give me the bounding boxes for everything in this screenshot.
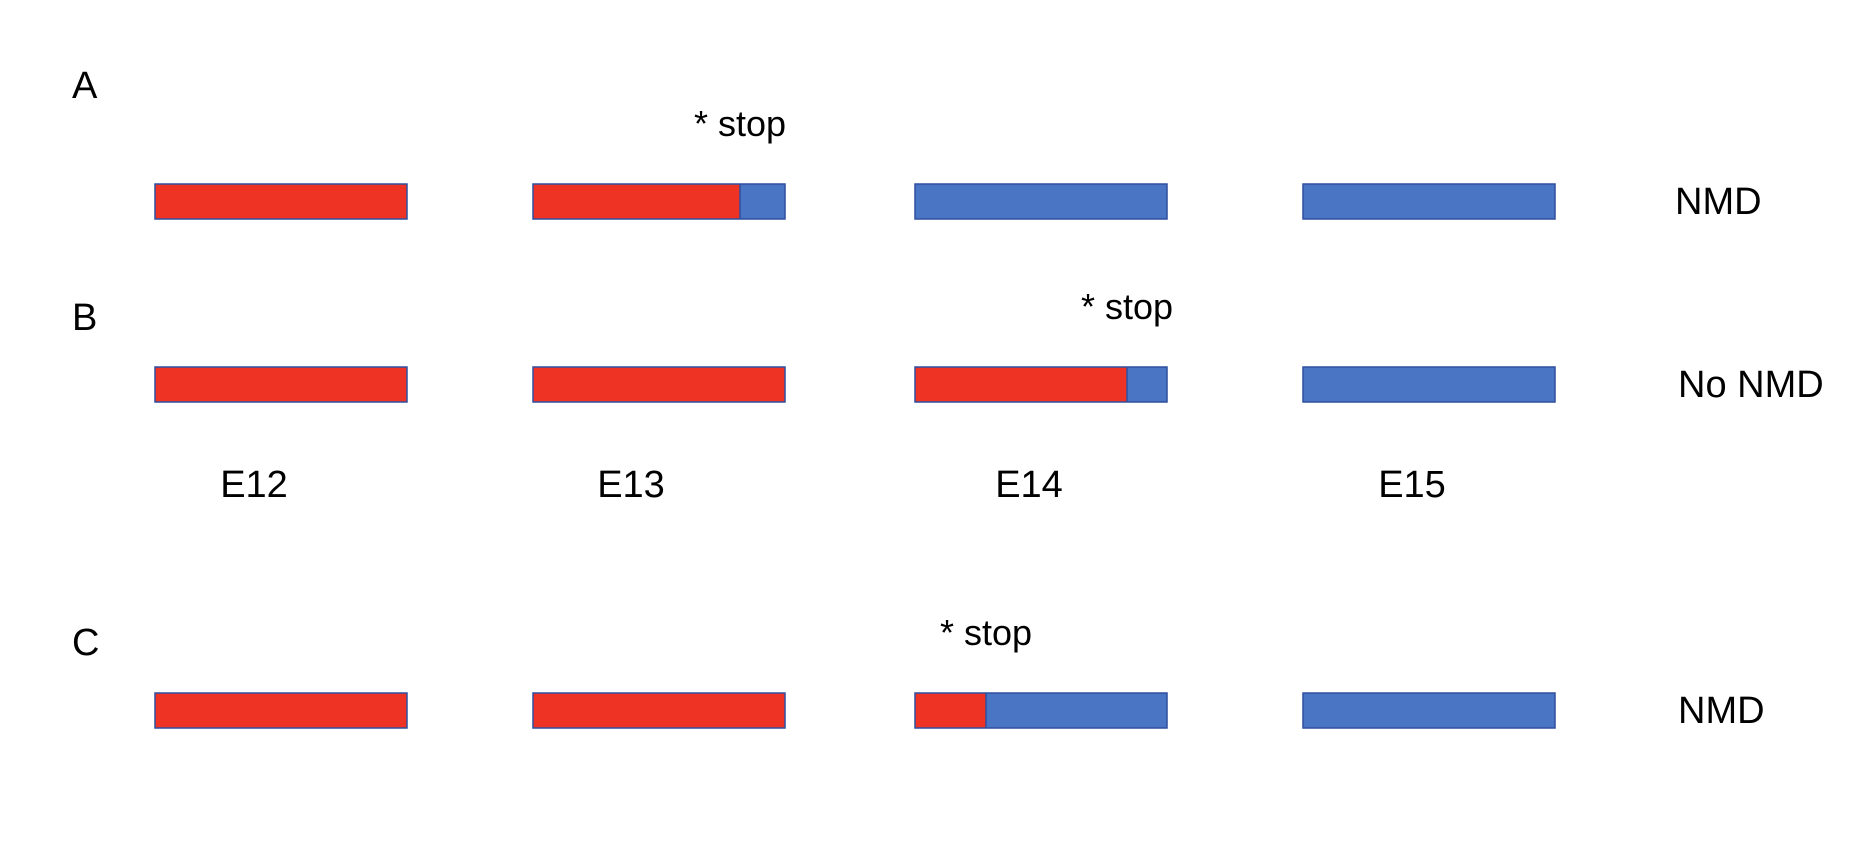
exon-e14 bbox=[914, 183, 1168, 220]
stop-codon-label: * stop bbox=[1081, 286, 1173, 327]
exon-outline bbox=[532, 183, 786, 220]
exon-outline bbox=[532, 366, 786, 403]
noncoding-segment bbox=[986, 693, 1167, 728]
noncoding-segment bbox=[1303, 693, 1555, 728]
coding-segment bbox=[533, 693, 785, 728]
exon-outline bbox=[532, 692, 786, 729]
noncoding-segment bbox=[915, 184, 1167, 219]
noncoding-segment bbox=[1303, 367, 1555, 402]
exon-labels: E12 E13 E14 E15 bbox=[220, 464, 1446, 506]
exon-e13 bbox=[532, 366, 786, 403]
exon-e15 bbox=[1302, 183, 1556, 220]
exon-outline bbox=[154, 183, 408, 220]
coding-segment bbox=[915, 367, 1127, 402]
outcome-label: NMD bbox=[1678, 690, 1765, 732]
exon-e14: * stop bbox=[914, 286, 1173, 403]
panels-layer: A * stop NMD B * stop No NMD C * stop NMD bbox=[72, 65, 1824, 732]
panel-b: B * stop No NMD bbox=[72, 286, 1824, 406]
panel-label: C bbox=[72, 622, 99, 664]
panel-label: A bbox=[72, 65, 98, 107]
coding-segment bbox=[155, 367, 407, 402]
exon-label-e12: E12 bbox=[220, 464, 288, 506]
exon-e12 bbox=[154, 183, 408, 220]
noncoding-segment bbox=[1303, 184, 1555, 219]
exon-e15 bbox=[1302, 692, 1556, 729]
exon-outline bbox=[154, 692, 408, 729]
exon-outline bbox=[154, 366, 408, 403]
exon-e13: * stop bbox=[532, 103, 786, 220]
exon-label-e14: E14 bbox=[995, 464, 1063, 506]
exon-e13 bbox=[532, 692, 786, 729]
coding-segment bbox=[533, 184, 740, 219]
exon-outline bbox=[1302, 183, 1556, 220]
panel-c: C * stop NMD bbox=[72, 612, 1765, 732]
stop-codon-label: * stop bbox=[940, 612, 1032, 653]
noncoding-segment bbox=[1127, 367, 1167, 402]
exon-outline bbox=[914, 692, 1168, 729]
exon-outline bbox=[914, 366, 1168, 403]
exon-outline bbox=[1302, 366, 1556, 403]
coding-segment bbox=[155, 693, 407, 728]
exon-e12 bbox=[154, 692, 408, 729]
noncoding-segment bbox=[740, 184, 785, 219]
exon-label-e13: E13 bbox=[597, 464, 665, 506]
coding-segment bbox=[915, 693, 986, 728]
exon-e15 bbox=[1302, 366, 1556, 403]
panel-label: B bbox=[72, 297, 97, 339]
exon-outline bbox=[914, 183, 1168, 220]
stop-codon-label: * stop bbox=[694, 103, 786, 144]
exon-e14: * stop bbox=[914, 612, 1168, 729]
panel-a: A * stop NMD bbox=[72, 65, 1762, 223]
coding-segment bbox=[533, 367, 785, 402]
outcome-label: NMD bbox=[1675, 181, 1762, 223]
exon-e12 bbox=[154, 366, 408, 403]
outcome-label: No NMD bbox=[1678, 364, 1824, 406]
coding-segment bbox=[155, 184, 407, 219]
exon-label-e15: E15 bbox=[1378, 464, 1446, 506]
exon-outline bbox=[1302, 692, 1556, 729]
